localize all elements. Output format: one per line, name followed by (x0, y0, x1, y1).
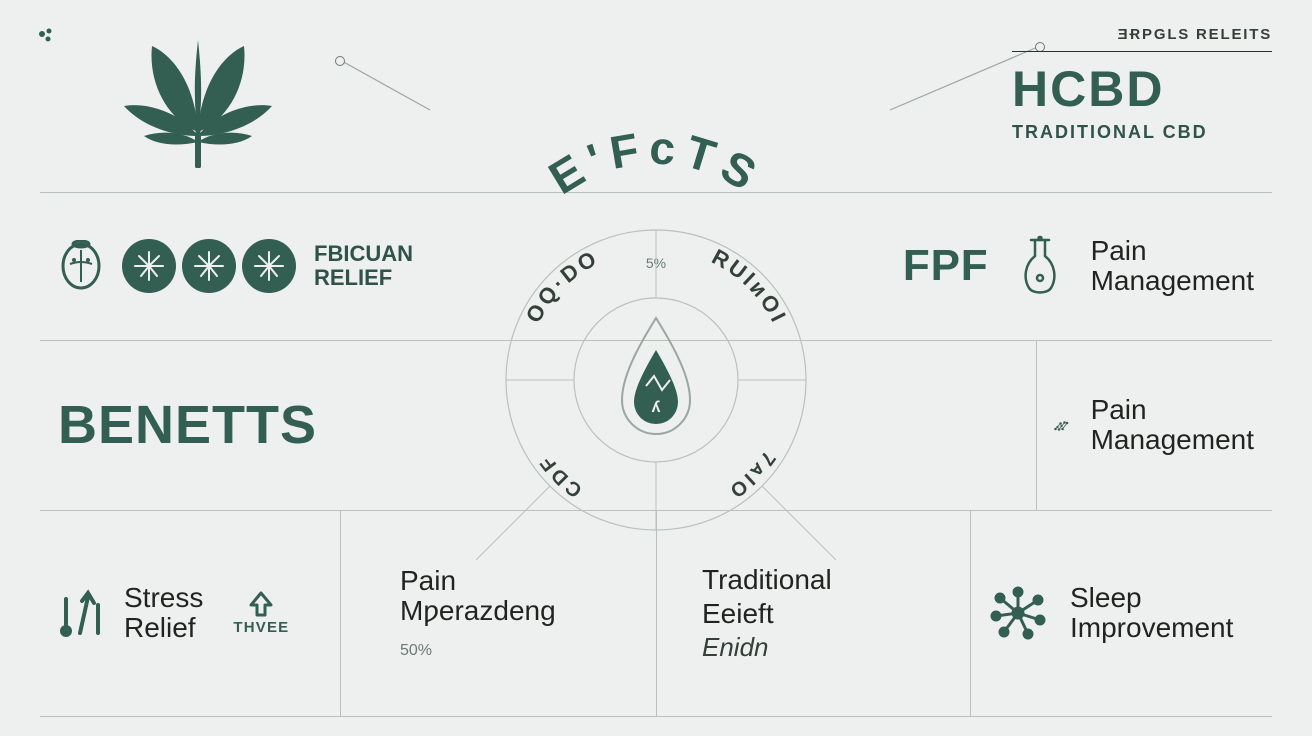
svg-text:OQ·DO: OQ·DO (521, 245, 603, 327)
top-right-block: ƎɌPGLS RELEITS HCBD TRADITIONAL CBD (1012, 26, 1272, 143)
network-icon (1054, 401, 1069, 449)
leaf-circle-icon (122, 239, 176, 293)
brand: HCBD (1012, 60, 1272, 118)
row2-left-l1: FBICUAN (314, 242, 413, 266)
svg-text:RUIᴎOI: RUIᴎOI (708, 244, 792, 328)
seg1: RUIᴎOI (708, 244, 792, 328)
arc-top-text: THERAPEUTIC (455, 100, 856, 104)
leaf-icon (118, 36, 278, 176)
b3-l2: Improvement (1070, 613, 1233, 643)
benefits-title: BENETTS (58, 394, 317, 456)
pin-left (335, 56, 345, 66)
row3-right-l2: Management (1091, 425, 1254, 455)
row3-right: Pain Management (1036, 340, 1272, 510)
b1-sub: 50% (400, 642, 432, 660)
bottom-2: Traditional Eeieft Enidn (656, 510, 970, 716)
b1-l1: Pain (400, 566, 556, 596)
leaf-circle-icon (182, 239, 236, 293)
b0-l2: Relief (124, 613, 203, 643)
fpf-tag: FPF (903, 241, 989, 291)
leaf-circle-icon (242, 239, 296, 293)
arc-bottom-text: E'FᴄTS (540, 121, 772, 204)
radial-dial: OQ·DO RUIᴎOI 7ᴀIO CDF ʎ (476, 200, 836, 560)
row3-left: BENETTS (40, 340, 335, 510)
bottom-3: Sleep Improvement (970, 510, 1272, 716)
seg0: OQ·DO (521, 245, 603, 327)
row3-right-l1: Pain (1091, 395, 1254, 425)
row2-right-l2: Management (1091, 266, 1254, 296)
row2-right-l1: Pain (1091, 236, 1254, 266)
thvee-badge: THVEE (233, 591, 289, 636)
molecule-icon (988, 586, 1048, 640)
bottom-1: Pain Mƿerazdeng 50% (340, 510, 656, 716)
b0-l1: Stress (124, 583, 203, 613)
arrows-icon (58, 587, 104, 639)
bottom-0: Stress Relief THVEE (40, 510, 340, 716)
b2-l3: Enidn (702, 632, 769, 663)
b1-l2: Mƿerazdeng (400, 596, 556, 626)
svg-text:THERAPEUTIC: THERAPEUTIC (455, 100, 856, 104)
row2-left: FBICUAN RELIEF (40, 192, 431, 340)
b3-l1: Sleep (1070, 583, 1233, 613)
infographic-frame: THERAPEUTIC E'FᴄTS 5% ƎɌPGLS RELEITS HCB… (40, 20, 1272, 716)
brand-sub: TRADITIONAL CBD (1012, 122, 1272, 143)
face-icon (58, 240, 104, 292)
flask-icon (1015, 234, 1065, 298)
center-glyph: ʎ (652, 399, 661, 416)
svg-text:E'FᴄTS: E'FᴄTS (540, 121, 772, 204)
b2-l1: Traditional (702, 564, 832, 596)
row2-left-l2: RELIEF (314, 266, 413, 290)
row2-right: FPF Pain Management (885, 192, 1272, 340)
kicker: ƎɌPGLS RELEITS (1012, 26, 1272, 43)
up-arrow-icon (247, 591, 275, 617)
dots-icon (36, 26, 58, 48)
top-left-logo (40, 20, 296, 192)
b2-l2: Eeieft (702, 598, 774, 630)
leaf-circles (122, 239, 296, 293)
